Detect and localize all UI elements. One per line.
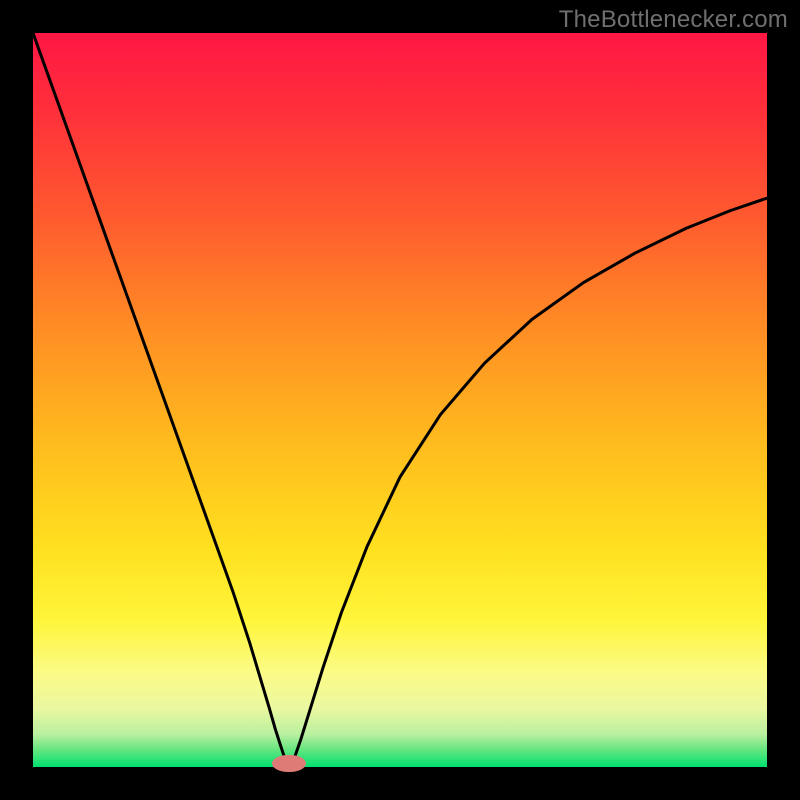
curve-left-branch bbox=[33, 33, 285, 758]
curve-svg bbox=[33, 33, 767, 767]
curve-right-branch bbox=[294, 198, 767, 758]
minimum-marker bbox=[272, 755, 306, 773]
watermark-text: TheBottlenecker.com bbox=[559, 6, 788, 34]
chart-frame: TheBottlenecker.com bbox=[0, 0, 800, 800]
plot-area bbox=[33, 33, 767, 767]
